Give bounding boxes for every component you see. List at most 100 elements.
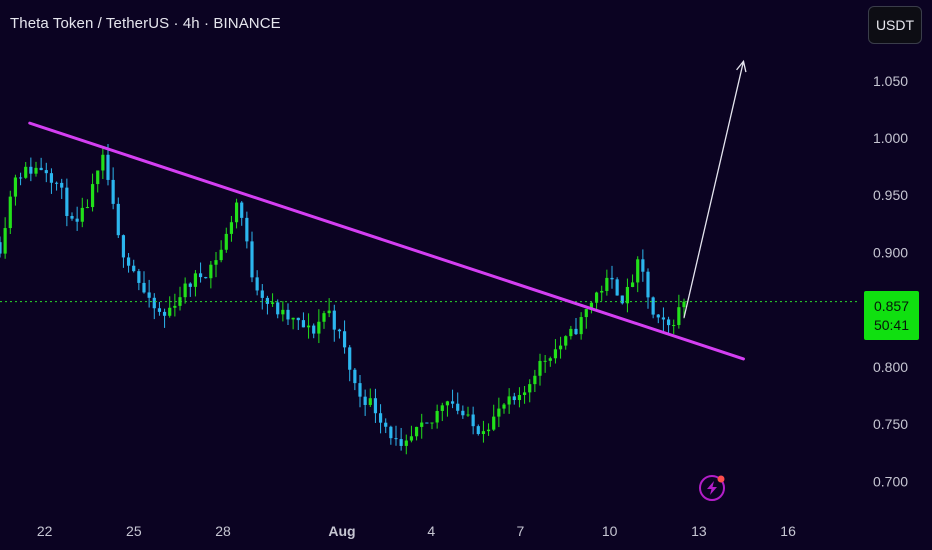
candle-down — [65, 187, 69, 216]
candle-up — [517, 394, 522, 401]
candle-up — [96, 170, 100, 185]
candle-up — [497, 408, 501, 417]
trendline[interactable] — [28, 121, 745, 361]
candle-down — [137, 271, 141, 283]
candle-down — [18, 177, 23, 179]
candle-down — [250, 241, 254, 278]
arrow-head-icon — [736, 59, 747, 73]
candle-up — [270, 302, 275, 304]
candle-up — [594, 292, 599, 303]
x-tick-label: Aug — [328, 523, 355, 539]
lightning-bolt-icon — [707, 481, 717, 495]
candle-up — [24, 166, 28, 178]
candle-up — [34, 167, 38, 174]
candle-up — [672, 325, 676, 327]
candle-up — [173, 305, 177, 308]
y-tick-label: 0.950 — [873, 187, 908, 203]
candle-up — [528, 384, 532, 393]
candle-down — [0, 242, 2, 254]
y-tick-label: 0.700 — [873, 473, 908, 489]
candle-up — [440, 405, 444, 411]
candle-up — [183, 283, 187, 298]
candle-up — [605, 277, 609, 291]
candle-down — [646, 271, 650, 298]
candle-up — [558, 345, 563, 350]
candle-up — [533, 375, 537, 385]
chart-title: Theta Token / TetherUS · 4h · BINANCE — [10, 15, 281, 32]
candle-up — [486, 429, 491, 432]
candle-down — [245, 217, 249, 242]
candle-up — [306, 325, 311, 328]
candle-down — [54, 182, 59, 184]
x-tick-label: 22 — [37, 523, 53, 539]
candle-down — [157, 308, 162, 312]
candle-down — [348, 347, 352, 370]
candle-down — [337, 329, 342, 332]
candle-up — [224, 233, 228, 250]
candle-up — [507, 396, 511, 405]
x-tick-label: 16 — [780, 523, 796, 539]
candle-up — [492, 416, 496, 430]
candle-up — [579, 317, 583, 335]
candle-down — [363, 396, 367, 405]
candle-up — [281, 309, 285, 315]
candle-up — [409, 436, 414, 441]
candle-down — [44, 170, 48, 174]
candle-up — [229, 222, 234, 234]
candle-up — [584, 309, 588, 318]
candle-down — [394, 438, 398, 440]
candle-up — [553, 349, 558, 359]
candle-up — [168, 307, 172, 316]
candle-up — [80, 207, 84, 222]
candle-down — [358, 383, 362, 397]
candle-up — [636, 259, 640, 283]
lightning-watermark-icon — [699, 475, 725, 501]
candle-up — [430, 422, 434, 424]
candle-down — [260, 290, 264, 298]
candle-down — [312, 325, 316, 334]
candle-down — [456, 403, 460, 411]
candle-up — [414, 426, 419, 437]
candle-down — [162, 311, 167, 316]
candle-up — [13, 177, 18, 197]
currency-button[interactable]: USDT — [868, 6, 922, 44]
candle-up — [564, 336, 568, 346]
candle-down — [49, 173, 54, 183]
candle-down — [342, 331, 347, 348]
candle-up — [404, 440, 408, 446]
candle-down — [574, 328, 578, 335]
candle-down — [121, 235, 126, 258]
candle-down — [255, 277, 259, 291]
candle-down — [471, 414, 475, 427]
arrow-drawing[interactable] — [683, 61, 745, 318]
candle-down — [106, 154, 110, 180]
candle-down — [620, 295, 624, 304]
candle-down — [60, 182, 64, 188]
candle-down — [332, 310, 336, 330]
lightning-watermark-ring — [699, 475, 725, 501]
x-tick-label: 25 — [126, 523, 142, 539]
candle-up — [291, 317, 295, 320]
candle-up — [600, 290, 604, 293]
candle-up — [445, 401, 450, 406]
candle-up — [569, 328, 573, 337]
candle-up — [589, 302, 594, 310]
candle-up — [677, 307, 681, 326]
candle-up — [420, 422, 424, 427]
candle-down — [425, 422, 429, 424]
candle-down — [142, 282, 146, 293]
y-tick-label: 0.750 — [873, 416, 908, 432]
candle-down — [29, 166, 33, 174]
candle-down — [301, 320, 306, 328]
current-price-label: 0.857 — [873, 297, 910, 314]
candle-down — [240, 202, 244, 218]
candle-down — [286, 309, 290, 320]
x-tick-label: 10 — [602, 523, 618, 539]
candle-up — [630, 282, 635, 287]
candle-down — [610, 277, 614, 280]
candle-down — [198, 273, 203, 278]
candle-down — [378, 413, 383, 423]
candle-down — [384, 422, 388, 427]
candle-up — [466, 414, 470, 416]
candle-up — [317, 321, 321, 334]
